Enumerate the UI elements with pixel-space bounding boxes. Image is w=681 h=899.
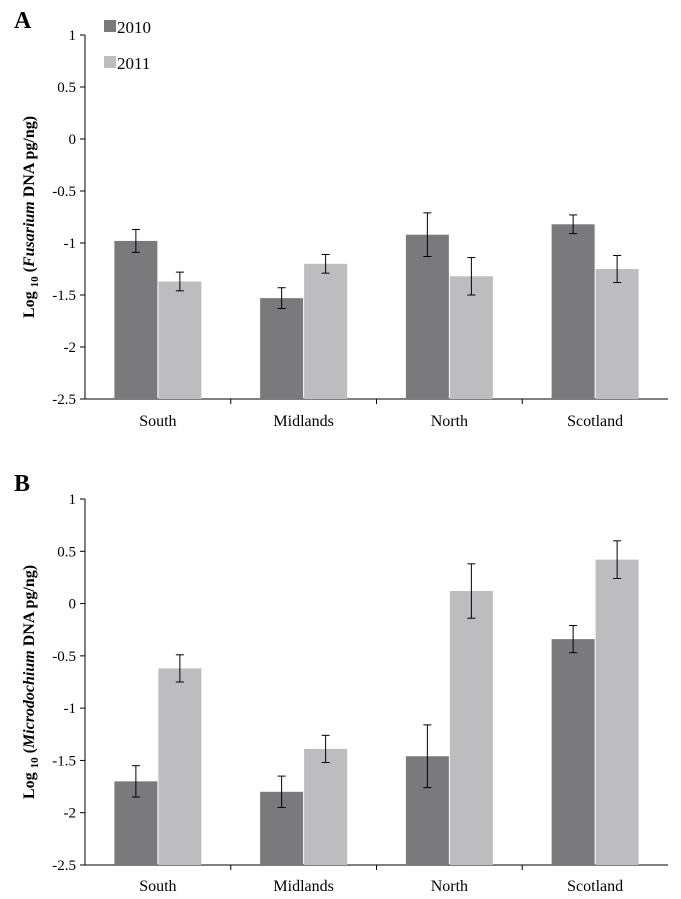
chart-b-bar-2010 — [551, 639, 595, 865]
panel-label-b: B — [14, 471, 31, 497]
chart-a-y-tick-label: -1 — [64, 236, 77, 252]
chart-b-y-tick-label: -0.5 — [52, 649, 76, 665]
chart-b-bar-2011 — [449, 591, 493, 865]
chart-a-y-tick-label: -0.5 — [52, 184, 76, 200]
chart-a-bar-2010 — [551, 224, 595, 399]
chart-a-y-tick-label: 0.5 — [57, 80, 76, 96]
chart-a-category-label: South — [139, 413, 176, 430]
chart-a-y-tick-label: 0 — [69, 132, 77, 148]
chart-a-y-axis-title: Log 10 (Fusarium DNA pg/ng) — [21, 116, 41, 318]
chart-a-category-label: Midlands — [273, 413, 333, 430]
chart-a-bar-2011 — [595, 269, 639, 399]
chart-a-bar-2010 — [114, 240, 158, 399]
chart-b-y-axis-title: Log 10 (Microdochium DNA pg/ng) — [21, 565, 41, 799]
chart-b-y-tick-label: -2 — [64, 806, 77, 822]
chart-a-bar-2010 — [260, 298, 304, 399]
chart-b-category-label: South — [139, 878, 176, 895]
chart-a-group: 1 0.5 0 -0.5 -1 -1.5 -2 -2.5 South Midlands North S… — [21, 18, 668, 430]
chart-b-y-tick-label: -1 — [64, 701, 77, 717]
chart-b-bar-2011 — [158, 668, 202, 865]
chart-b-y-tick-label: 0.5 — [57, 544, 76, 560]
chart-b-category-label: North — [431, 878, 468, 895]
chart-b-y-tick-label: 0 — [69, 597, 77, 613]
chart-a-legend-label: 2010 — [117, 18, 151, 37]
chart-b-y-tick-label: -1.5 — [52, 753, 76, 769]
chart-a-bar-2011 — [158, 281, 202, 399]
chart-b-group: 1 0.5 0 -0.5 -1 -1.5 -2 -2.5 South Midlands North S… — [21, 492, 668, 895]
chart-b-category-label: Midlands — [273, 878, 333, 895]
chart-b-y-tick-label: -2.5 — [52, 858, 76, 874]
chart-a-y-tick-label: -2 — [64, 340, 77, 356]
panel-label-a: A — [14, 8, 32, 34]
chart-a-legend-swatch-2011 — [104, 56, 116, 68]
chart-a-bar-2011 — [449, 276, 493, 399]
chart-a-y-tick-label: 1 — [69, 28, 77, 44]
chart-a-bar-2010 — [405, 234, 449, 399]
chart-a-y-tick-label: -2.5 — [52, 392, 76, 408]
chart-b-bar-2011 — [304, 748, 348, 865]
chart-a-category-label: Scotland — [567, 413, 623, 430]
chart-a-category-label: North — [431, 413, 468, 430]
chart-a-y-tick-label: -1.5 — [52, 288, 76, 304]
chart-b-category-label: Scotland — [567, 878, 623, 895]
chart-a-legend-swatch-2010 — [104, 20, 116, 32]
chart-b-y-tick-label: 1 — [69, 492, 77, 508]
chart-a-legend-label: 2011 — [117, 54, 150, 73]
chart-b-bar-2011 — [595, 559, 639, 865]
chart-a-bar-2011 — [304, 263, 348, 399]
